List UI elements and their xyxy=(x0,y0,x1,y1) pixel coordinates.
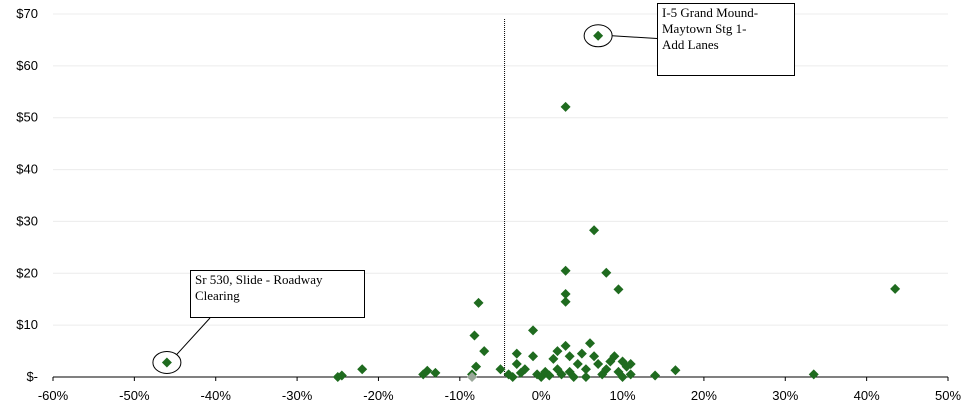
data-point xyxy=(593,30,604,41)
y-tick-label: $30 xyxy=(16,213,38,228)
callout-leader-line xyxy=(612,35,658,39)
data-point xyxy=(357,364,368,375)
y-tick-label: $20 xyxy=(16,265,38,280)
annotation-line: Maytown Stg 1- xyxy=(662,21,747,36)
tick-labels: $- $10 $20 $30 $40 $50 $60 $70 -60% -50% -40% -30% -… xyxy=(16,6,961,403)
annotation-line: Sr 530, Slide - Roadway xyxy=(195,272,323,287)
annotation-line: I-5 Grand Mound- xyxy=(662,5,759,20)
data-point xyxy=(560,101,571,112)
x-tick-label: -60% xyxy=(38,388,69,403)
x-tick-label: -10% xyxy=(445,388,476,403)
data-point xyxy=(601,267,612,278)
data-point xyxy=(556,369,567,380)
x-tick-label: 50% xyxy=(935,388,961,403)
data-point xyxy=(580,364,591,375)
data-points xyxy=(161,30,901,382)
data-point xyxy=(560,265,571,276)
data-point xyxy=(568,372,579,382)
data-point xyxy=(890,283,901,294)
data-point xyxy=(422,365,433,376)
data-point-highlight xyxy=(467,372,478,382)
data-point xyxy=(528,325,539,336)
x-tick-label: -50% xyxy=(119,388,150,403)
y-tick-label: $70 xyxy=(16,6,38,21)
data-point xyxy=(589,225,600,236)
data-point xyxy=(544,370,555,381)
data-point xyxy=(528,351,539,362)
data-point xyxy=(576,348,587,359)
data-point xyxy=(560,340,571,351)
y-tick-label: $- xyxy=(26,369,38,384)
data-point xyxy=(609,351,620,362)
y-tick-label: $40 xyxy=(16,162,38,177)
data-point xyxy=(479,346,490,357)
data-point xyxy=(519,364,530,375)
data-point xyxy=(601,364,612,375)
x-tick-label: -40% xyxy=(201,388,232,403)
gridlines xyxy=(53,13,948,326)
callout-markers xyxy=(152,24,658,374)
data-point xyxy=(585,338,595,349)
data-point xyxy=(511,348,522,359)
data-point xyxy=(617,372,628,382)
data-point xyxy=(548,353,559,364)
x-tick-label: 20% xyxy=(691,388,717,403)
data-point xyxy=(473,297,484,308)
data-point xyxy=(161,357,172,368)
annotation-line: Clearing xyxy=(195,288,240,303)
y-tick-label: $60 xyxy=(16,58,38,73)
data-point xyxy=(625,369,636,380)
data-point xyxy=(560,296,571,307)
data-point xyxy=(495,364,506,375)
x-tick-label: 40% xyxy=(854,388,880,403)
callout-circle xyxy=(152,350,182,374)
data-point xyxy=(511,359,522,370)
data-point xyxy=(471,361,482,372)
data-point xyxy=(593,359,604,370)
annotation-line: Add Lanes xyxy=(662,37,719,52)
x-tick-label: 10% xyxy=(610,388,636,403)
data-point xyxy=(552,346,563,357)
x-tick-label: -30% xyxy=(282,388,313,403)
data-point xyxy=(589,351,600,362)
data-point xyxy=(625,359,636,370)
data-point xyxy=(808,369,819,380)
data-point xyxy=(613,284,624,295)
data-point xyxy=(650,370,661,381)
annotation-sr530: Sr 530, Slide - Roadway Clearing xyxy=(190,270,365,318)
y-tick-label: $10 xyxy=(16,317,38,332)
x-tick-label: -20% xyxy=(363,388,394,403)
data-point xyxy=(560,289,571,300)
data-point xyxy=(572,359,583,370)
data-point xyxy=(430,367,441,378)
data-point xyxy=(469,330,480,341)
callout-leader-line xyxy=(176,317,211,355)
data-point xyxy=(670,365,681,376)
data-point xyxy=(336,370,347,381)
y-tick-label: $50 xyxy=(16,110,38,125)
data-point xyxy=(564,351,575,362)
data-point xyxy=(507,372,518,382)
x-tick-label: 0% xyxy=(532,388,551,403)
x-tick-label: 30% xyxy=(772,388,798,403)
axes xyxy=(52,376,949,381)
data-point xyxy=(580,372,591,382)
annotation-i5-grand-mound: I-5 Grand Mound- Maytown Stg 1- Add Lane… xyxy=(657,3,795,76)
